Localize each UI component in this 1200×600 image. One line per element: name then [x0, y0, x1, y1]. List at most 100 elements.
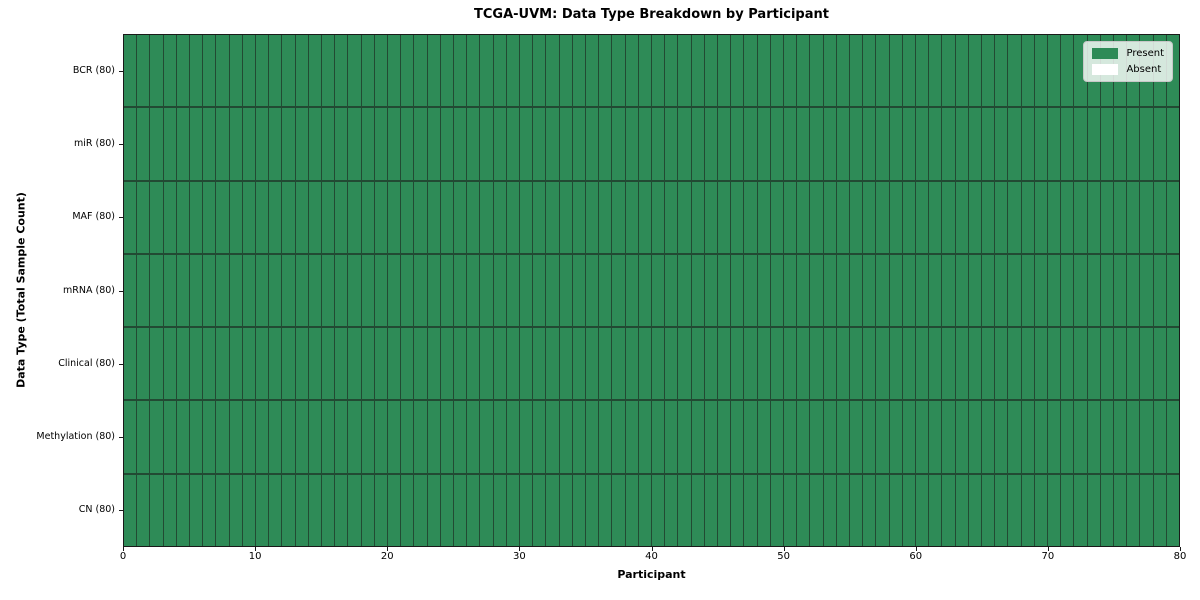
heatmap-cell: [124, 181, 137, 253]
heatmap-cell: [493, 401, 506, 473]
heatmap-cell: [902, 474, 915, 546]
heatmap-cell: [242, 401, 255, 473]
heatmap-cell: [493, 108, 506, 180]
y-tick-mark: [119, 364, 123, 365]
heatmap-cell: [863, 35, 876, 107]
heatmap-cell: [255, 328, 269, 400]
heatmap-cell: [308, 108, 321, 180]
heatmap-cell: [651, 254, 665, 327]
heatmap-cell: [335, 108, 348, 180]
heatmap-cell: [691, 401, 704, 473]
heatmap-cell: [797, 328, 810, 400]
heatmap-cell: [1061, 254, 1074, 327]
heatmap-cell: [1047, 108, 1061, 180]
heatmap-cell: [387, 108, 401, 180]
heatmap-cell: [453, 254, 467, 327]
heatmap-cell: [929, 35, 942, 107]
x-tick-label: 30: [513, 551, 526, 562]
heatmap-cell: [176, 181, 189, 253]
heatmap-cell: [876, 181, 889, 253]
heatmap-cell: [335, 35, 348, 107]
heatmap-cell: [440, 108, 453, 180]
heatmap-cell: [533, 254, 546, 327]
heatmap-cell: [203, 254, 216, 327]
heatmap-cell: [995, 35, 1008, 107]
heatmap-cell: [335, 181, 348, 253]
heatmap-cell: [1153, 108, 1166, 180]
heatmap-cell: [401, 328, 414, 400]
heatmap-cell: [308, 181, 321, 253]
heatmap-cell: [651, 474, 665, 546]
heatmap-cell: [401, 474, 414, 546]
heatmap-cell: [1034, 35, 1047, 107]
heatmap-cell: [282, 474, 295, 546]
heatmap-cell: [915, 181, 929, 253]
heatmap-cell: [519, 328, 533, 400]
heatmap-cell: [915, 254, 929, 327]
heatmap-cell: [1008, 108, 1021, 180]
heatmap-cell: [585, 108, 599, 180]
heatmap-cell: [242, 254, 255, 327]
heatmap-cell: [176, 108, 189, 180]
heatmap-cell: [1074, 254, 1087, 327]
heatmap-cell: [361, 181, 374, 253]
heatmap-cell: [1034, 401, 1047, 473]
heatmap-cell: [216, 474, 229, 546]
heatmap-cell: [625, 108, 638, 180]
heatmap-cell: [678, 35, 691, 107]
heatmap-cell: [955, 254, 968, 327]
heatmap-cell: [374, 328, 387, 400]
heatmap-cell: [216, 328, 229, 400]
heatmap-cell: [374, 401, 387, 473]
heatmap-cell: [1153, 181, 1166, 253]
heatmap-cell: [506, 254, 519, 327]
heatmap-cell: [1008, 254, 1021, 327]
heatmap-cell: [981, 108, 995, 180]
heatmap-cell: [176, 401, 189, 473]
heatmap-cell: [493, 328, 506, 400]
heatmap-cell: [321, 108, 335, 180]
heatmap-cell: [348, 254, 361, 327]
heatmap-cell: [269, 181, 282, 253]
heatmap-cell: [612, 181, 625, 253]
heatmap-cell: [849, 181, 863, 253]
heatmap-cell: [414, 474, 427, 546]
heatmap-cell: [124, 328, 137, 400]
heatmap-cell: [282, 254, 295, 327]
heatmap-cell: [374, 474, 387, 546]
heatmap-cell: [440, 474, 453, 546]
heatmap-cell: [348, 328, 361, 400]
heatmap-cell: [1166, 474, 1179, 546]
heatmap-cell: [823, 181, 836, 253]
heatmap-cell: [1061, 328, 1074, 400]
heatmap-cell: [955, 35, 968, 107]
heatmap-cell: [1087, 401, 1100, 473]
heatmap-cell: [757, 35, 770, 107]
heatmap-cell: [493, 181, 506, 253]
heatmap-cell: [1034, 254, 1047, 327]
heatmap-cell: [216, 254, 229, 327]
heatmap-cell: [453, 474, 467, 546]
heatmap-cell: [955, 181, 968, 253]
heatmap-cell: [612, 328, 625, 400]
heatmap-cell: [836, 401, 849, 473]
heatmap-cell: [533, 35, 546, 107]
y-tick-mark: [119, 510, 123, 511]
heatmap-cell: [255, 474, 269, 546]
x-axis-label: Participant: [617, 568, 686, 581]
x-tick-mark: [387, 547, 388, 551]
heatmap-cell: [401, 181, 414, 253]
heatmap-cell: [361, 328, 374, 400]
heatmap-cell: [744, 254, 757, 327]
heatmap-cell: [559, 328, 572, 400]
heatmap-cell: [995, 108, 1008, 180]
heatmap-cell: [744, 35, 757, 107]
heatmap-cell: [189, 254, 203, 327]
heatmap-cell: [678, 474, 691, 546]
heatmap-cell: [1034, 474, 1047, 546]
heatmap-cell: [348, 474, 361, 546]
heatmap-cell: [810, 108, 823, 180]
heatmap-cell: [440, 401, 453, 473]
heatmap-cell: [321, 474, 335, 546]
